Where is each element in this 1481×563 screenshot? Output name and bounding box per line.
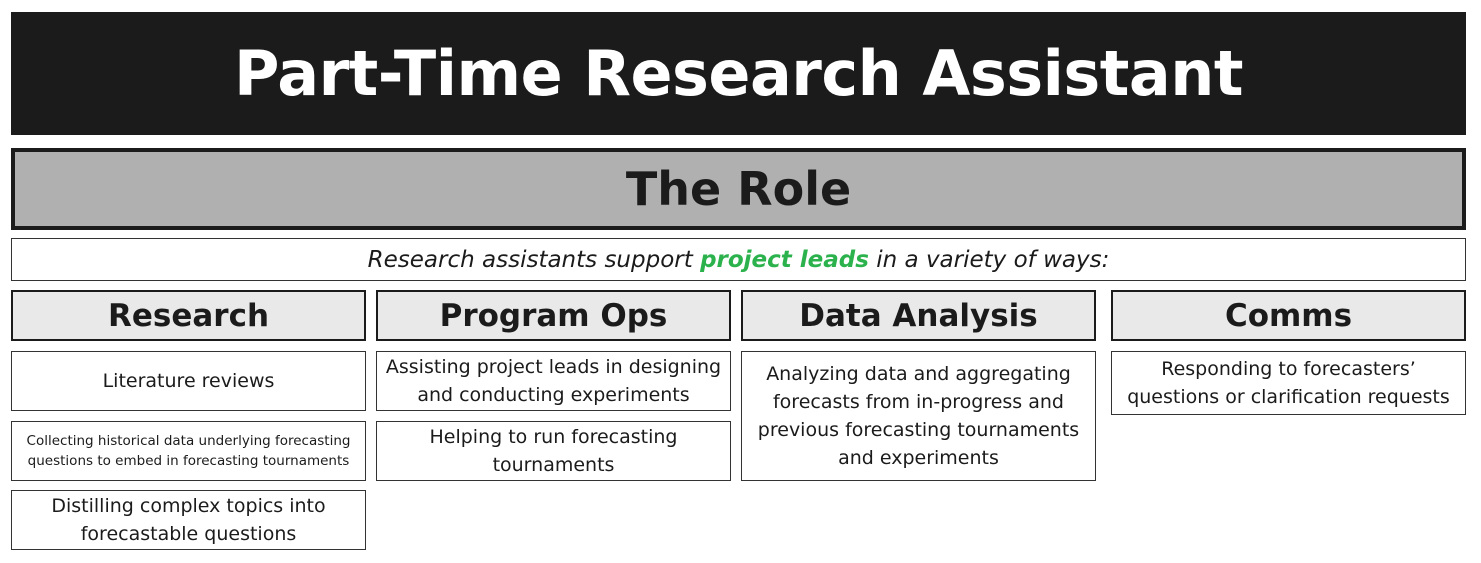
comms-item-responding: Responding to forecasters’ questions or … [1111,351,1466,415]
research-item-distilling-topics: Distilling complex topics into forecasta… [11,490,366,550]
program-ops-item-experiments: Assisting project leads in designing and… [376,351,731,411]
column-heading-program-ops: Program Ops [376,290,731,341]
research-item-literature-reviews: Literature reviews [11,351,366,411]
data-analysis-item-aggregating: Analyzing data and aggregating forecasts… [741,351,1096,481]
column-heading-data-analysis: Data Analysis [741,290,1096,341]
column-heading-research: Research [11,290,366,341]
page-title: Part-Time Research Assistant [233,37,1244,110]
section-banner: The Role [11,148,1466,230]
intro-highlight: project leads [700,246,869,273]
intro-text-after: in a variety of ways: [868,246,1110,273]
intro-text-before: Research assistants support [367,246,701,273]
title-banner: Part-Time Research Assistant [11,12,1466,135]
program-ops-item-tournaments: Helping to run forecasting tournaments [376,421,731,481]
section-title: The Role [625,162,852,216]
column-heading-comms: Comms [1111,290,1466,341]
intro-statement: Research assistants support project lead… [11,238,1466,281]
research-item-historical-data: Collecting historical data underlying fo… [11,421,366,481]
